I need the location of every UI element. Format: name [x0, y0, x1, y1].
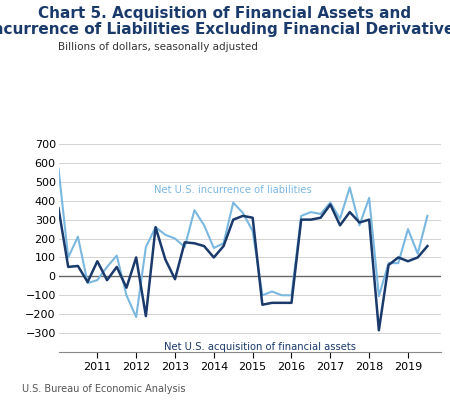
Text: Billions of dollars, seasonally adjusted: Billions of dollars, seasonally adjusted — [58, 42, 258, 52]
Text: U.S. Bureau of Economic Analysis: U.S. Bureau of Economic Analysis — [22, 384, 186, 394]
Text: Net U.S. incurrence of liabilities: Net U.S. incurrence of liabilities — [154, 185, 312, 195]
Text: Net U.S. acquisition of financial assets: Net U.S. acquisition of financial assets — [164, 342, 356, 352]
Text: Incurrence of Liabilities Excluding Financial Derivatives: Incurrence of Liabilities Excluding Fina… — [0, 22, 450, 37]
Text: Chart 5. Acquisition of Financial Assets and: Chart 5. Acquisition of Financial Assets… — [38, 6, 412, 21]
